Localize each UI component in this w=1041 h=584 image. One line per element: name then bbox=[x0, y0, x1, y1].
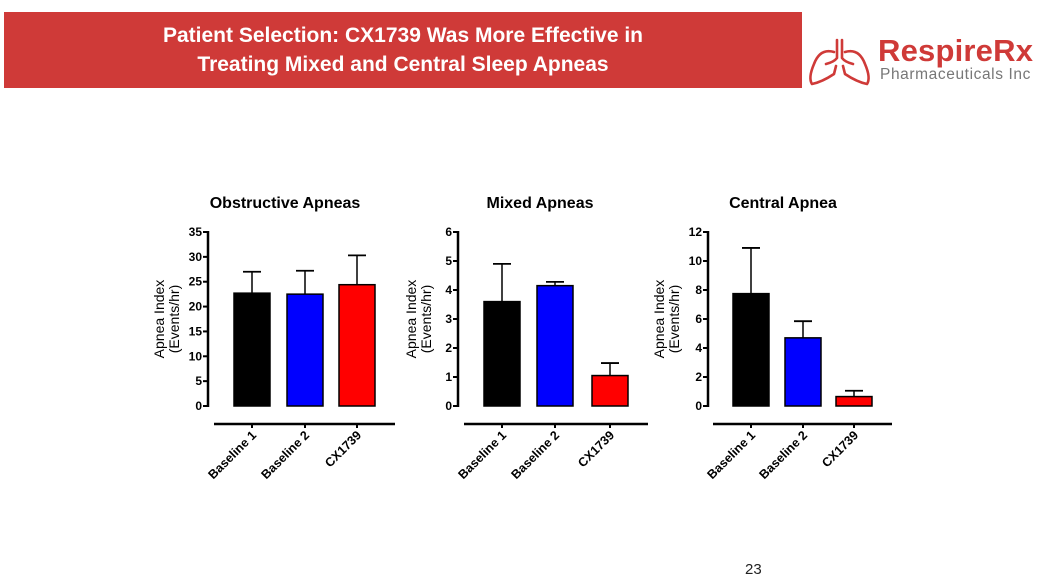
y-axis-label: Apnea Index(Events/hr) bbox=[403, 280, 434, 359]
x-tick-label: Baseline 2 bbox=[756, 428, 810, 482]
x-tick-label: Baseline 1 bbox=[455, 428, 509, 482]
y-tick-label: 5 bbox=[445, 254, 452, 268]
y-axis-label-line1: Apnea Index bbox=[403, 280, 419, 359]
bar-baseline-2 bbox=[286, 293, 324, 407]
y-tick-label: 5 bbox=[195, 374, 202, 388]
y-tick-label: 30 bbox=[189, 250, 203, 264]
y-axis-label-line1: Apnea Index bbox=[151, 280, 167, 359]
bar-cx1739 bbox=[591, 374, 629, 407]
bar-chart-2: Mixed Apneas Apnea Index(Events/hr) 0 1 2 3 4 5… bbox=[403, 195, 648, 482]
x-tick-label: Baseline 2 bbox=[258, 428, 312, 482]
y-tick-label: 25 bbox=[189, 275, 203, 289]
y-tick-label: 6 bbox=[445, 225, 452, 239]
bar-baseline-1 bbox=[483, 300, 521, 407]
slide-title-line2: Treating Mixed and Central Sleep Apneas bbox=[197, 53, 609, 76]
y-tick-label: 2 bbox=[695, 370, 702, 384]
x-tick-label: Baseline 2 bbox=[508, 428, 562, 482]
y-tick-label: 1 bbox=[445, 370, 452, 384]
y-tick-label: 2 bbox=[445, 341, 452, 355]
logo-subtitle: Pharmaceuticals Inc bbox=[880, 66, 1031, 83]
y-tick-label: 10 bbox=[189, 349, 203, 363]
bar-baseline-1 bbox=[732, 292, 770, 407]
bar-chart-3: Central Apnea Apnea Index(Events/hr) 0 2 4 6 8… bbox=[651, 195, 892, 482]
bar-baseline-2 bbox=[536, 284, 574, 407]
y-axis-label-line2: (Events/hr) bbox=[418, 285, 434, 353]
y-tick-label: 20 bbox=[189, 300, 203, 314]
y-tick-label: 15 bbox=[189, 324, 203, 338]
y-axis-label: Apnea Index(Events/hr) bbox=[651, 280, 682, 359]
page-number: 23 bbox=[745, 561, 762, 578]
y-tick-label: 10 bbox=[689, 254, 703, 268]
x-tick-label: CX1739 bbox=[322, 428, 364, 470]
bar-baseline-2 bbox=[784, 337, 822, 407]
chart-title: Obstructive Apneas bbox=[210, 195, 361, 212]
y-tick-label: 3 bbox=[445, 312, 452, 326]
company-logo: RespireRx Pharmaceuticals Inc bbox=[806, 30, 1041, 90]
y-tick-label: 35 bbox=[189, 225, 203, 239]
x-tick-label: Baseline 1 bbox=[704, 428, 758, 482]
chart-title: Mixed Apneas bbox=[487, 195, 594, 212]
y-tick-label: 0 bbox=[695, 399, 702, 413]
slide-title-line1: Patient Selection: CX1739 Was More Effec… bbox=[162, 24, 644, 47]
y-axis-label-line2: (Events/hr) bbox=[166, 285, 182, 353]
y-axis-label-line1: Apnea Index bbox=[651, 280, 667, 359]
x-tick-label: CX1739 bbox=[575, 428, 617, 470]
chart-title: Central Apnea bbox=[729, 195, 837, 212]
y-tick-label: 4 bbox=[445, 283, 452, 297]
y-tick-label: 8 bbox=[695, 283, 702, 297]
bar-cx1739 bbox=[338, 283, 376, 407]
title-banner: Patient Selection: CX1739 Was More Effec… bbox=[4, 12, 802, 88]
x-tick-label: Baseline 1 bbox=[205, 428, 259, 482]
y-tick-label: 6 bbox=[695, 312, 702, 326]
y-tick-label: 0 bbox=[445, 399, 452, 413]
slide-title: Patient Selection: CX1739 Was More Effec… bbox=[4, 12, 802, 88]
lungs-icon bbox=[809, 38, 870, 86]
y-tick-label: 0 bbox=[195, 399, 202, 413]
logo-name: RespireRx bbox=[878, 33, 1034, 68]
y-axis-label-line2: (Events/hr) bbox=[666, 285, 682, 353]
y-axis-label: Apnea Index(Events/hr) bbox=[151, 280, 182, 359]
bar-chart-1: Obstructive Apneas Apnea Index(Events/hr)… bbox=[151, 195, 395, 482]
bar-baseline-1 bbox=[233, 292, 271, 407]
y-tick-label: 12 bbox=[689, 225, 703, 239]
bar-cx1739 bbox=[835, 395, 873, 407]
y-tick-label: 4 bbox=[695, 341, 702, 355]
x-tick-label: CX1739 bbox=[819, 428, 861, 470]
